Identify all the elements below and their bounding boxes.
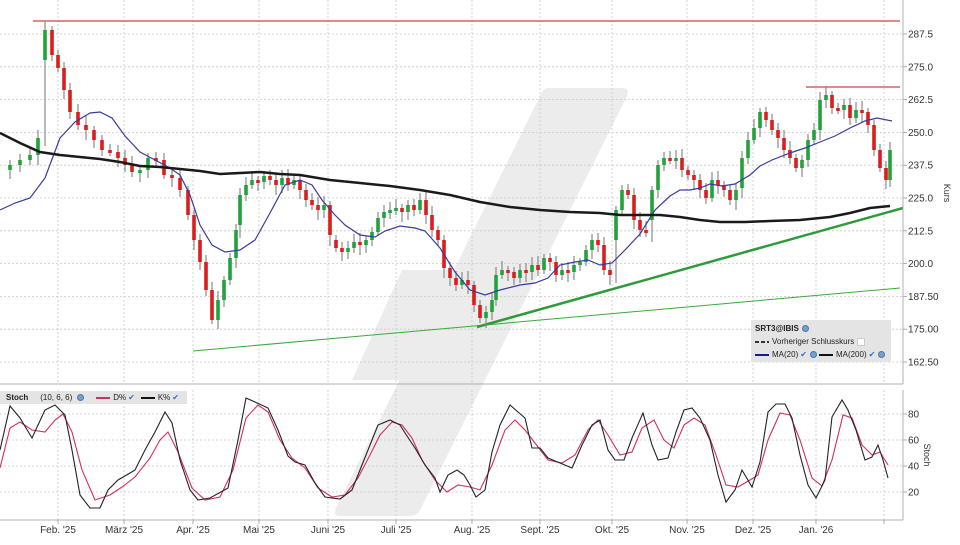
svg-text:225.0: 225.0 [908,194,933,205]
d-check-icon[interactable]: ✔ [128,393,135,402]
ma200-swatch-icon [818,353,833,356]
legend-ma200: MA(200) [835,350,867,359]
svg-text:Juni '25: Juni '25 [311,525,346,536]
svg-text:Nov. '25: Nov. '25 [669,525,705,536]
legend-ma20: MA(20) [772,350,799,359]
ma20-gear-icon[interactable] [809,351,817,358]
stochastic-lines [0,397,889,509]
stoch-params: (10, 6, 6) [40,393,73,402]
resistance-lines [33,20,900,88]
legend-d: D% [113,393,127,402]
ma20-check-icon[interactable]: ✔ [800,350,807,359]
trendlines [192,206,904,352]
legend-instrument: SRT3@IBIS [755,324,799,333]
svg-text:175.00: 175.00 [908,325,939,336]
candlesticks [8,21,892,329]
svg-text:Apr. '25: Apr. '25 [176,525,210,536]
svg-text:287.5: 287.5 [908,30,933,41]
svg-text:237.5: 237.5 [908,161,933,172]
legend-k: K% [157,393,171,402]
svg-text:März '25: März '25 [105,525,143,536]
svg-text:250.0: 250.0 [908,128,933,139]
svg-text:Juli '25: Juli '25 [381,525,412,536]
date-axis-ticks: Feb. '25 März '25 Apr. '25 Mai '25 Juni '25 J… [40,520,885,536]
svg-text:Dez. '25: Dez. '25 [735,525,772,536]
svg-text:Okt. '25: Okt. '25 [595,525,630,536]
svg-text:262.5: 262.5 [908,95,933,106]
svg-text:275.0: 275.0 [908,62,933,73]
d-swatch-icon [96,396,111,399]
svg-text:80: 80 [908,410,920,421]
price-legend: SRT3@IBIS Vorheriger Schlusskurs MA(20) … [751,320,891,362]
k-swatch-icon [140,396,155,399]
svg-text:Feb. '25: Feb. '25 [40,525,76,536]
stoch-axis-label: Stoch [922,443,932,466]
k-check-icon[interactable]: ✔ [172,393,179,402]
stoch-title: Stoch [6,393,29,402]
ma200-check-icon[interactable]: ✔ [868,350,876,359]
svg-text:200.0: 200.0 [908,259,933,270]
svg-text:162.50: 162.50 [908,358,939,369]
svg-text:60: 60 [908,436,920,447]
ma200-gear-icon[interactable] [878,351,886,358]
settings-gear-icon[interactable] [801,325,809,332]
legend-prev-close: Vorheriger Schlusskurs [772,337,855,346]
svg-text:187.50: 187.50 [908,292,939,303]
stoch-gear-icon[interactable] [77,394,85,401]
svg-text:20: 20 [908,488,920,499]
prev-close-checkbox[interactable] [857,337,866,346]
svg-text:212.5: 212.5 [908,226,933,237]
svg-text:Jan. '26: Jan. '26 [799,525,834,536]
price-axis-label: Kurs [942,184,952,203]
ma20-swatch-icon [755,353,769,356]
svg-text:Sept. '25: Sept. '25 [520,525,560,536]
svg-text:40: 40 [908,462,920,473]
dashed-line-icon [755,340,769,343]
stoch-legend: Stoch (10, 6, 6) D% ✔ K% ✔ [0,391,187,404]
moving-averages [0,111,893,296]
watermark-logo [335,88,628,516]
svg-text:Mai '25: Mai '25 [243,525,275,536]
svg-text:Aug. '25: Aug. '25 [454,525,491,536]
stoch-axis-ticks: 80 60 40 20 [903,410,920,499]
price-axis-ticks: 287.5 275.0 262.5 250.0 237.5 225.0 212.5 200.0… [903,30,939,369]
